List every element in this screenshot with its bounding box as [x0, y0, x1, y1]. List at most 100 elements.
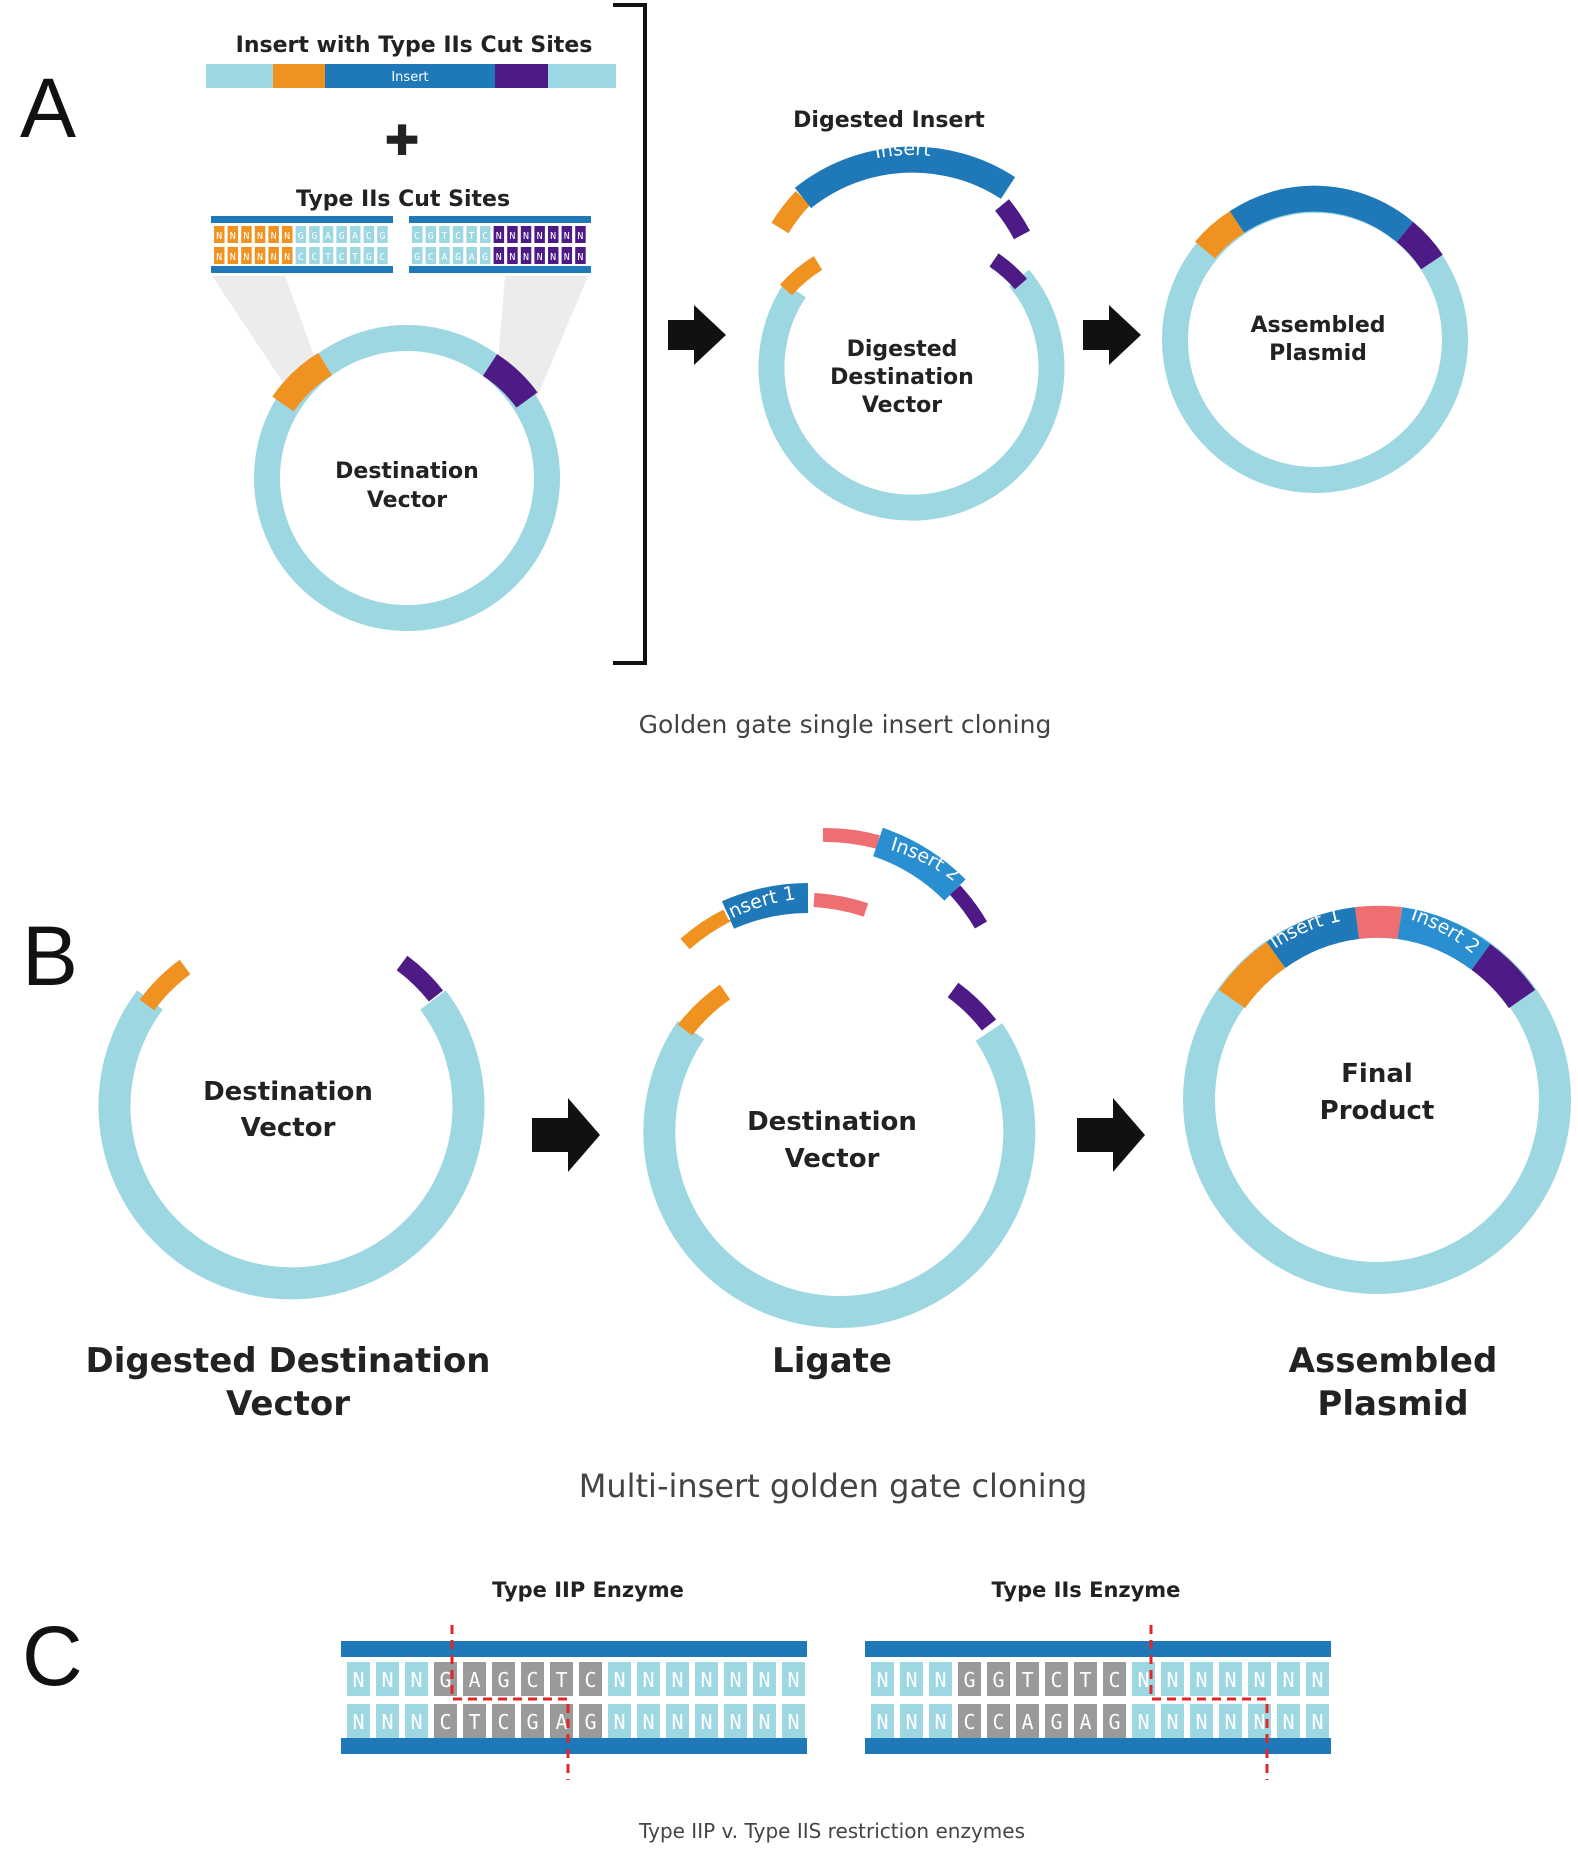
top-strand-base-letter: N — [1253, 1668, 1265, 1692]
bottom-strand-base-letter: N — [1137, 1710, 1149, 1734]
bottom-strand-base-letter: N — [410, 1710, 422, 1734]
mini-base-letter: G — [339, 231, 345, 242]
circle1-label-1: Destination — [203, 1077, 373, 1107]
bottom-strand-base — [871, 1704, 894, 1738]
mini-base-letter: N — [577, 231, 583, 242]
top-strand-base — [987, 1662, 1010, 1696]
top-strand-base-letter: G — [992, 1668, 1004, 1692]
top-strand-base — [579, 1662, 602, 1696]
type-iis-dna: N N N G G T C T C N N N N N N NN N N C C A G A G N N N N N N N — [865, 1625, 1331, 1780]
arrow-right-icon — [532, 1098, 600, 1172]
circle3-caption-1: Assembled — [1289, 1341, 1498, 1381]
bottom-strand-base — [1248, 1704, 1271, 1738]
bottom-strand-base-letter: N — [613, 1710, 625, 1734]
bottom-strand-base — [1277, 1704, 1300, 1738]
mini-base-letter: G — [428, 231, 434, 242]
top-strand-base — [463, 1662, 486, 1696]
top-strand-base — [347, 1662, 370, 1696]
bottom-strand-base — [1306, 1704, 1329, 1738]
digested-destination-vector-label-1: Digested — [847, 337, 958, 362]
bottom-strand-base-letter: N — [381, 1710, 393, 1734]
panel-letter-a: A — [20, 61, 76, 155]
top-strand-base — [1045, 1662, 1068, 1696]
mini-base-letter: A — [325, 231, 331, 242]
panel-letter-c: C — [22, 1609, 83, 1703]
top-strand-base — [1016, 1662, 1039, 1696]
bottom-strand-base-letter: C — [439, 1710, 451, 1734]
bottom-strand-base — [782, 1704, 805, 1738]
top-strand-base-letter: N — [352, 1668, 364, 1692]
bottom-strand-base — [1103, 1704, 1126, 1738]
top-strand-base-letter: N — [410, 1668, 422, 1692]
bottom-strand-base — [492, 1704, 515, 1738]
destination-vector-label-2: Vector — [367, 488, 447, 513]
top-strand-base — [1248, 1662, 1271, 1696]
top-strand-base-letter: C — [1050, 1668, 1062, 1692]
mini-base-letter: C — [311, 252, 317, 263]
panel-c-caption: Type IIP v. Type IIS restriction enzymes — [638, 1819, 1025, 1843]
bottom-strand-base-letter: N — [1282, 1710, 1294, 1734]
type-iip-dna: N N N G A G C T C N N N N N N NN N N C T C G A G N N N N N N N — [341, 1625, 807, 1780]
bottom-strand-base-letter: N — [876, 1710, 888, 1734]
bottom-strand-base — [1074, 1704, 1097, 1738]
top-strand-base-letter: N — [787, 1668, 799, 1692]
mini-base-letter: N — [216, 252, 222, 263]
bottom-strand-base — [929, 1704, 952, 1738]
top-strand-base-letter: A — [468, 1668, 480, 1692]
mini-strand-left: N N N N N N G G A G A C GN N N N N N C C T C T G C — [211, 216, 393, 273]
mini-base-letter: N — [230, 231, 236, 242]
mini-base-letter: T — [352, 252, 358, 263]
bottom-strand-base-letter: N — [1166, 1710, 1178, 1734]
mini-base-letter: N — [257, 252, 263, 263]
mini-base-letter: C — [428, 252, 434, 263]
insert-bar-title: Insert with Type IIs Cut Sites — [236, 33, 593, 58]
top-strand-base — [1219, 1662, 1242, 1696]
bottom-strand-base-letter: T — [468, 1710, 480, 1734]
mini-base-letter: G — [379, 231, 385, 242]
panel-a-caption: Golden gate single insert cloning — [639, 710, 1052, 739]
top-strand-base-letter: N — [934, 1668, 946, 1692]
plus-icon: ✚ — [384, 116, 419, 165]
bottom-strand-base — [347, 1704, 370, 1738]
bottom-strand-base — [1132, 1704, 1155, 1738]
mini-base-letter: C — [379, 252, 385, 263]
bottom-strand-base-letter: N — [1311, 1710, 1323, 1734]
bottom-strand-base-letter: N — [671, 1710, 683, 1734]
mini-base-letter: G — [414, 252, 420, 263]
mini-base-letter: C — [414, 231, 420, 242]
circle2-label-2: Vector — [785, 1144, 880, 1174]
bottom-strand-base — [1016, 1704, 1039, 1738]
digested-destination-vector-b: Destination Vector — [98, 955, 485, 1300]
insert1-fragment: Insert 1 — [680, 882, 869, 950]
bottom-strand-base-letter: G — [526, 1710, 538, 1734]
top-strand-base — [1306, 1662, 1329, 1696]
bottom-strand-base-letter: N — [1253, 1710, 1265, 1734]
bottom-strand-base — [376, 1704, 399, 1738]
mini-base-letter: C — [339, 252, 345, 263]
top-strand-base-letter: N — [758, 1668, 770, 1692]
bottom-strand-base — [987, 1704, 1010, 1738]
bottom-strand-base — [579, 1704, 602, 1738]
mini-base-letter: C — [366, 231, 372, 242]
mini-base-letter: N — [230, 252, 236, 263]
arrow-right-icon — [668, 305, 726, 365]
bottom-strand-base — [958, 1704, 981, 1738]
top-strand-base-letter: N — [381, 1668, 393, 1692]
top-strand-base-letter: N — [1137, 1668, 1149, 1692]
top-strand-base — [900, 1662, 923, 1696]
digested-destination-vector-label-2: Destination — [830, 365, 974, 390]
mini-base-letter: N — [550, 231, 556, 242]
top-strand-base-letter: N — [1195, 1668, 1207, 1692]
mini-base-letter: N — [523, 252, 529, 263]
mini-base-letter: G — [482, 252, 488, 263]
top-strand-base — [666, 1662, 689, 1696]
bottom-strand-base-letter: A — [555, 1710, 567, 1734]
bottom-strand-base-letter: C — [497, 1710, 509, 1734]
mini-base-letter: G — [366, 252, 372, 263]
top-strand-base-letter: N — [1311, 1668, 1323, 1692]
bottom-strand-base — [521, 1704, 544, 1738]
mini-base-letter: T — [469, 231, 475, 242]
top-strand-base-letter: G — [963, 1668, 975, 1692]
mini-strand-right: C G T C T C N N N N N N NG C A G A G N N N N N N N — [409, 216, 591, 273]
bottom-strand-base-letter: G — [1108, 1710, 1120, 1734]
